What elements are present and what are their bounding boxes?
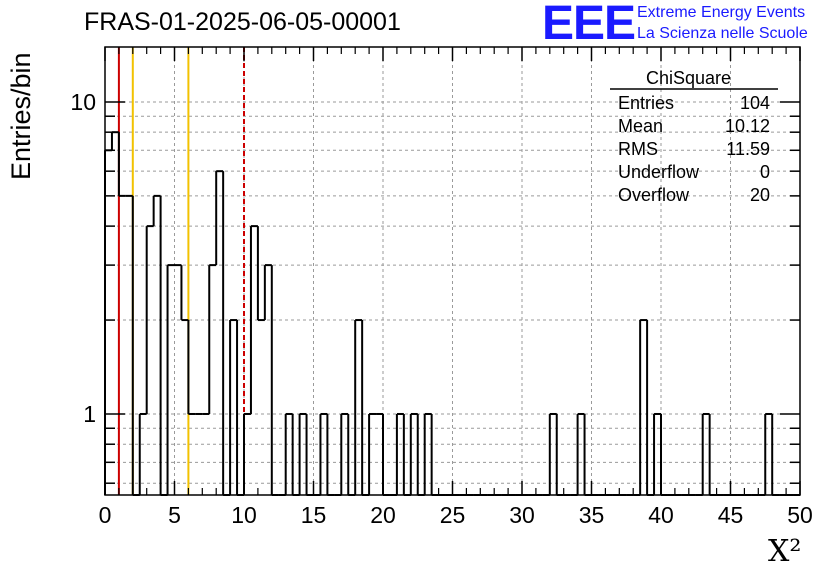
x-tick-label: 20 <box>370 502 396 528</box>
eee-logo: EEE <box>542 0 636 50</box>
chart-title: FRAS-01-2025-06-05-00001 <box>84 8 401 36</box>
x-axis-label: X² <box>768 534 802 569</box>
x-tick-label: 5 <box>168 502 181 528</box>
y-tick-labels: 1 10 <box>70 89 96 427</box>
x-tick-labels: 0 5 10 15 20 25 30 35 40 45 50 <box>99 502 813 528</box>
x-tick-label: 50 <box>787 502 813 528</box>
x-tick-label: 45 <box>718 502 744 528</box>
logo-line-2: La Scienza nelle Scuole <box>637 25 808 42</box>
logo-line-1: Extreme Energy Events <box>637 4 806 21</box>
x-tick-label: 0 <box>99 502 112 528</box>
grid-lines <box>105 47 800 495</box>
axis-ticks <box>104 47 801 495</box>
stat-name-overflow: Overflow <box>618 185 690 205</box>
x-tick-label: 40 <box>648 502 674 528</box>
y-axis-label: Entries/bin <box>6 52 36 180</box>
x-tick-label: 10 <box>231 502 257 528</box>
stat-value-overflow: 20 <box>749 185 770 205</box>
x-tick-label: 15 <box>301 502 327 528</box>
stats-box-title: ChiSquare <box>646 68 732 88</box>
stat-value-underflow: 0 <box>759 162 770 182</box>
stat-name-mean: Mean <box>618 116 664 136</box>
stat-name-underflow: Underflow <box>618 162 700 182</box>
stat-value-mean: 10.12 <box>724 116 770 136</box>
stat-name-entries: Entries <box>618 93 675 113</box>
x-tick-label: 25 <box>440 502 466 528</box>
stat-name-rms: RMS <box>618 139 658 159</box>
y-tick-label: 1 <box>83 401 96 427</box>
x-tick-label: 30 <box>509 502 535 528</box>
stat-value-rms: 11.59 <box>726 139 770 159</box>
x-tick-label: 35 <box>579 502 605 528</box>
y-tick-label: 10 <box>70 89 96 115</box>
stat-value-entries: 104 <box>739 93 770 113</box>
